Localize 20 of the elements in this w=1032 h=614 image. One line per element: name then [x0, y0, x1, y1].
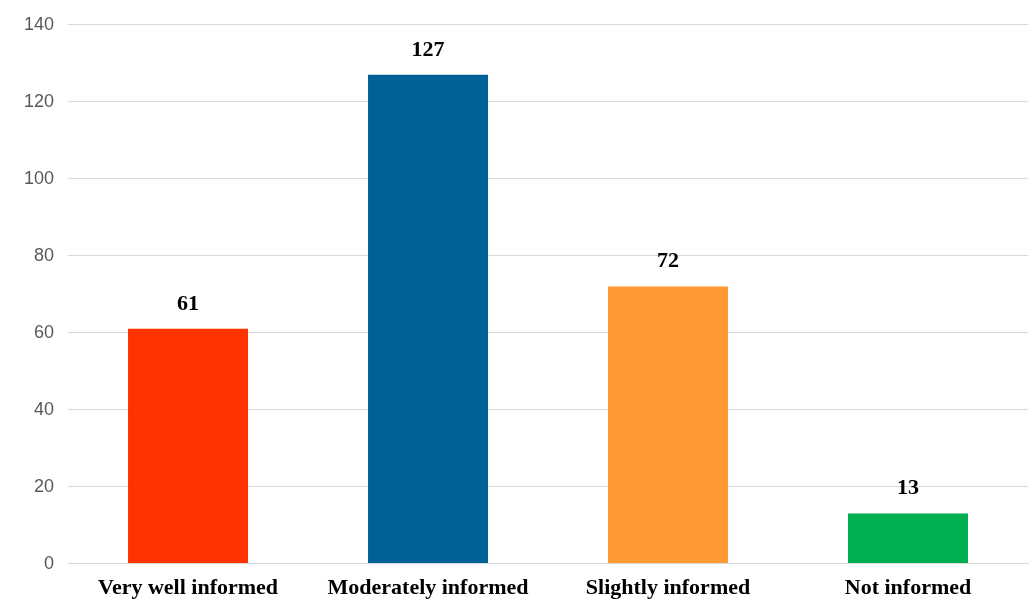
y-tick-label: 80	[34, 244, 55, 265]
data-label: 13	[897, 474, 919, 500]
bar	[368, 74, 489, 564]
bar	[128, 328, 249, 564]
y-tick-label: 0	[44, 552, 55, 573]
y-tick-label: 60	[34, 321, 55, 342]
data-label: 72	[657, 247, 680, 273]
y-tick-label: 140	[23, 13, 55, 34]
data-label: 127	[411, 35, 445, 61]
x-tick-label: Not informed	[844, 574, 972, 600]
y-tick-label: 100	[23, 167, 55, 188]
y-tick-label: 20	[34, 475, 55, 496]
y-tick-label: 120	[23, 90, 55, 111]
x-tick-label: Slightly informed	[585, 574, 751, 600]
bar	[608, 286, 729, 564]
x-tick-label: Very well informed	[98, 574, 279, 600]
y-tick-label: 40	[34, 398, 55, 419]
x-tick-label: Moderately informed	[327, 574, 529, 600]
data-label: 61	[177, 289, 200, 315]
bar	[848, 513, 968, 564]
